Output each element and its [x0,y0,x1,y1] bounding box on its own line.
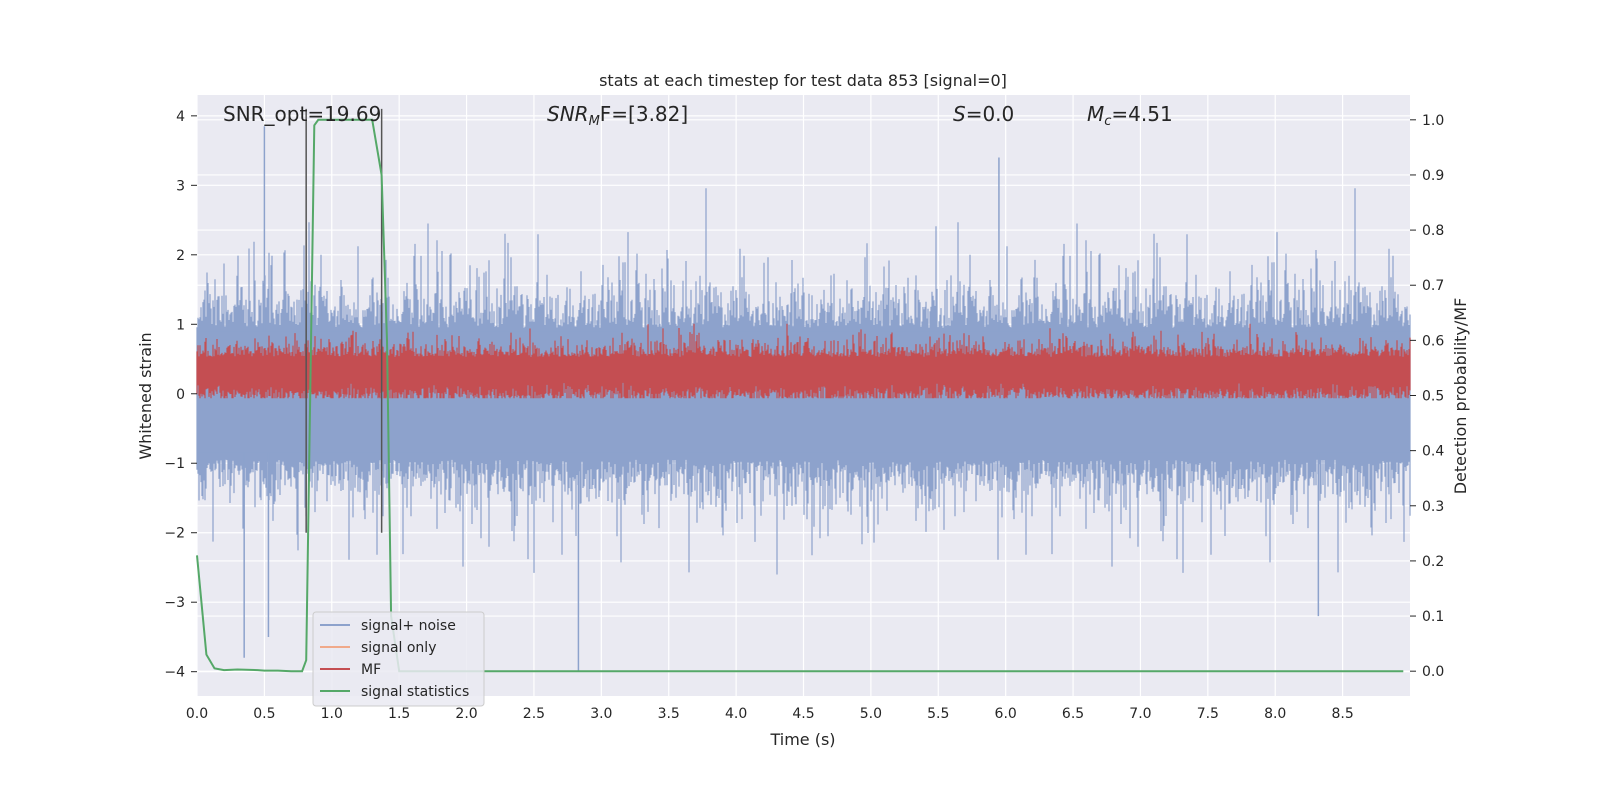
y-tick-label: 2 [176,248,185,264]
legend-label-signal-statistics: signal statistics [361,684,469,700]
legend-label-signal-noise: signal+ noise [361,618,456,634]
annotation-snr-mf-rest: F=[3.82] [600,102,688,126]
tick-layer: 0.0 0.5 1.0 1.5 2.0 2.5 3.0 3.5 4.0 4.5 5.0 5.5 6.0 6… [164,109,1444,722]
x-tick-label: 1.0 [321,706,343,722]
annotation-s-var: S [953,102,966,126]
y-axis-label: Whitened strain [136,332,155,459]
x-tick-label: 4.0 [725,706,747,722]
x-tick-label: 2.0 [455,706,477,722]
annotation-snr-opt: SNR_opt=19.69 [223,102,381,126]
y2-tick-label: 0.2 [1422,554,1444,570]
x-tick-label: 7.0 [1129,706,1151,722]
legend-label-signal-only: signal only [361,640,436,656]
y2-tick-label: 0.7 [1422,278,1444,294]
y2-tick-label: 1.0 [1422,113,1444,129]
x-tick-label: 8.0 [1264,706,1286,722]
y-tick-label: 1 [176,317,185,333]
x-tick-label: 3.0 [590,706,612,722]
x-tick-label: 0.0 [186,706,208,722]
annotation-snr-mf-main: SNR [547,102,589,126]
y2-axis-label: Detection probability/MF [1451,298,1470,495]
y-tick-label: 3 [176,178,185,194]
annotation-mc-rest: =4.51 [1111,102,1172,126]
x-tick-label: 8.5 [1331,706,1353,722]
y-tick-label: −2 [164,526,185,542]
y2-tick-label: 0.6 [1422,333,1444,349]
annotation-mc-var: M [1087,102,1104,126]
legend-box [312,611,485,707]
y2-tick-label: 0.4 [1422,444,1444,460]
x-axis-label: Time (s) [769,730,835,749]
y2-tick-label: 0.9 [1422,168,1444,184]
y-tick-label: −3 [164,595,185,611]
y-tick-label: −4 [164,665,185,681]
annotation-snr-mf-sub: M [589,114,600,129]
legend-label-mf: MF [361,662,381,678]
y2-tick-label: 0.5 [1422,389,1444,405]
y2-tick-label: 0.0 [1422,664,1444,680]
annotation-snr-mf: SNRMF=[3.82] [547,102,688,129]
annotation-s: S=0.0 [953,102,1014,126]
probability-layer [196,118,1404,673]
annotation-mc-sub: c [1104,114,1111,129]
annotation-s-rest: =0.0 [966,102,1015,126]
y-tick-label: −1 [164,456,185,472]
series-mf [196,323,1411,399]
series-signal-statistics [196,118,1404,673]
legend: signal+ noise signal only MF signal stat… [312,611,485,707]
y2-tick-label: 0.3 [1422,499,1444,515]
y-tick-label: 4 [176,109,185,125]
x-tick-label: 2.5 [523,706,545,722]
x-tick-label: 5.5 [927,706,949,722]
y2-tick-label: 0.8 [1422,223,1444,239]
x-tick-label: 7.5 [1197,706,1219,722]
x-tick-label: 0.5 [253,706,275,722]
chart-title: stats at each timestep for test data 853… [599,71,1007,90]
x-tick-label: 5.0 [860,706,882,722]
x-tick-label: 1.5 [388,706,410,722]
annotation-mc: Mc=4.51 [1087,102,1173,129]
x-tick-label: 6.0 [995,706,1017,722]
x-tick-label: 3.5 [658,706,680,722]
y2-tick-label: 0.1 [1422,609,1444,625]
x-tick-label: 4.5 [792,706,814,722]
x-tick-label: 6.5 [1062,706,1084,722]
series-layer [196,126,1411,672]
y-tick-label: 0 [176,387,185,403]
